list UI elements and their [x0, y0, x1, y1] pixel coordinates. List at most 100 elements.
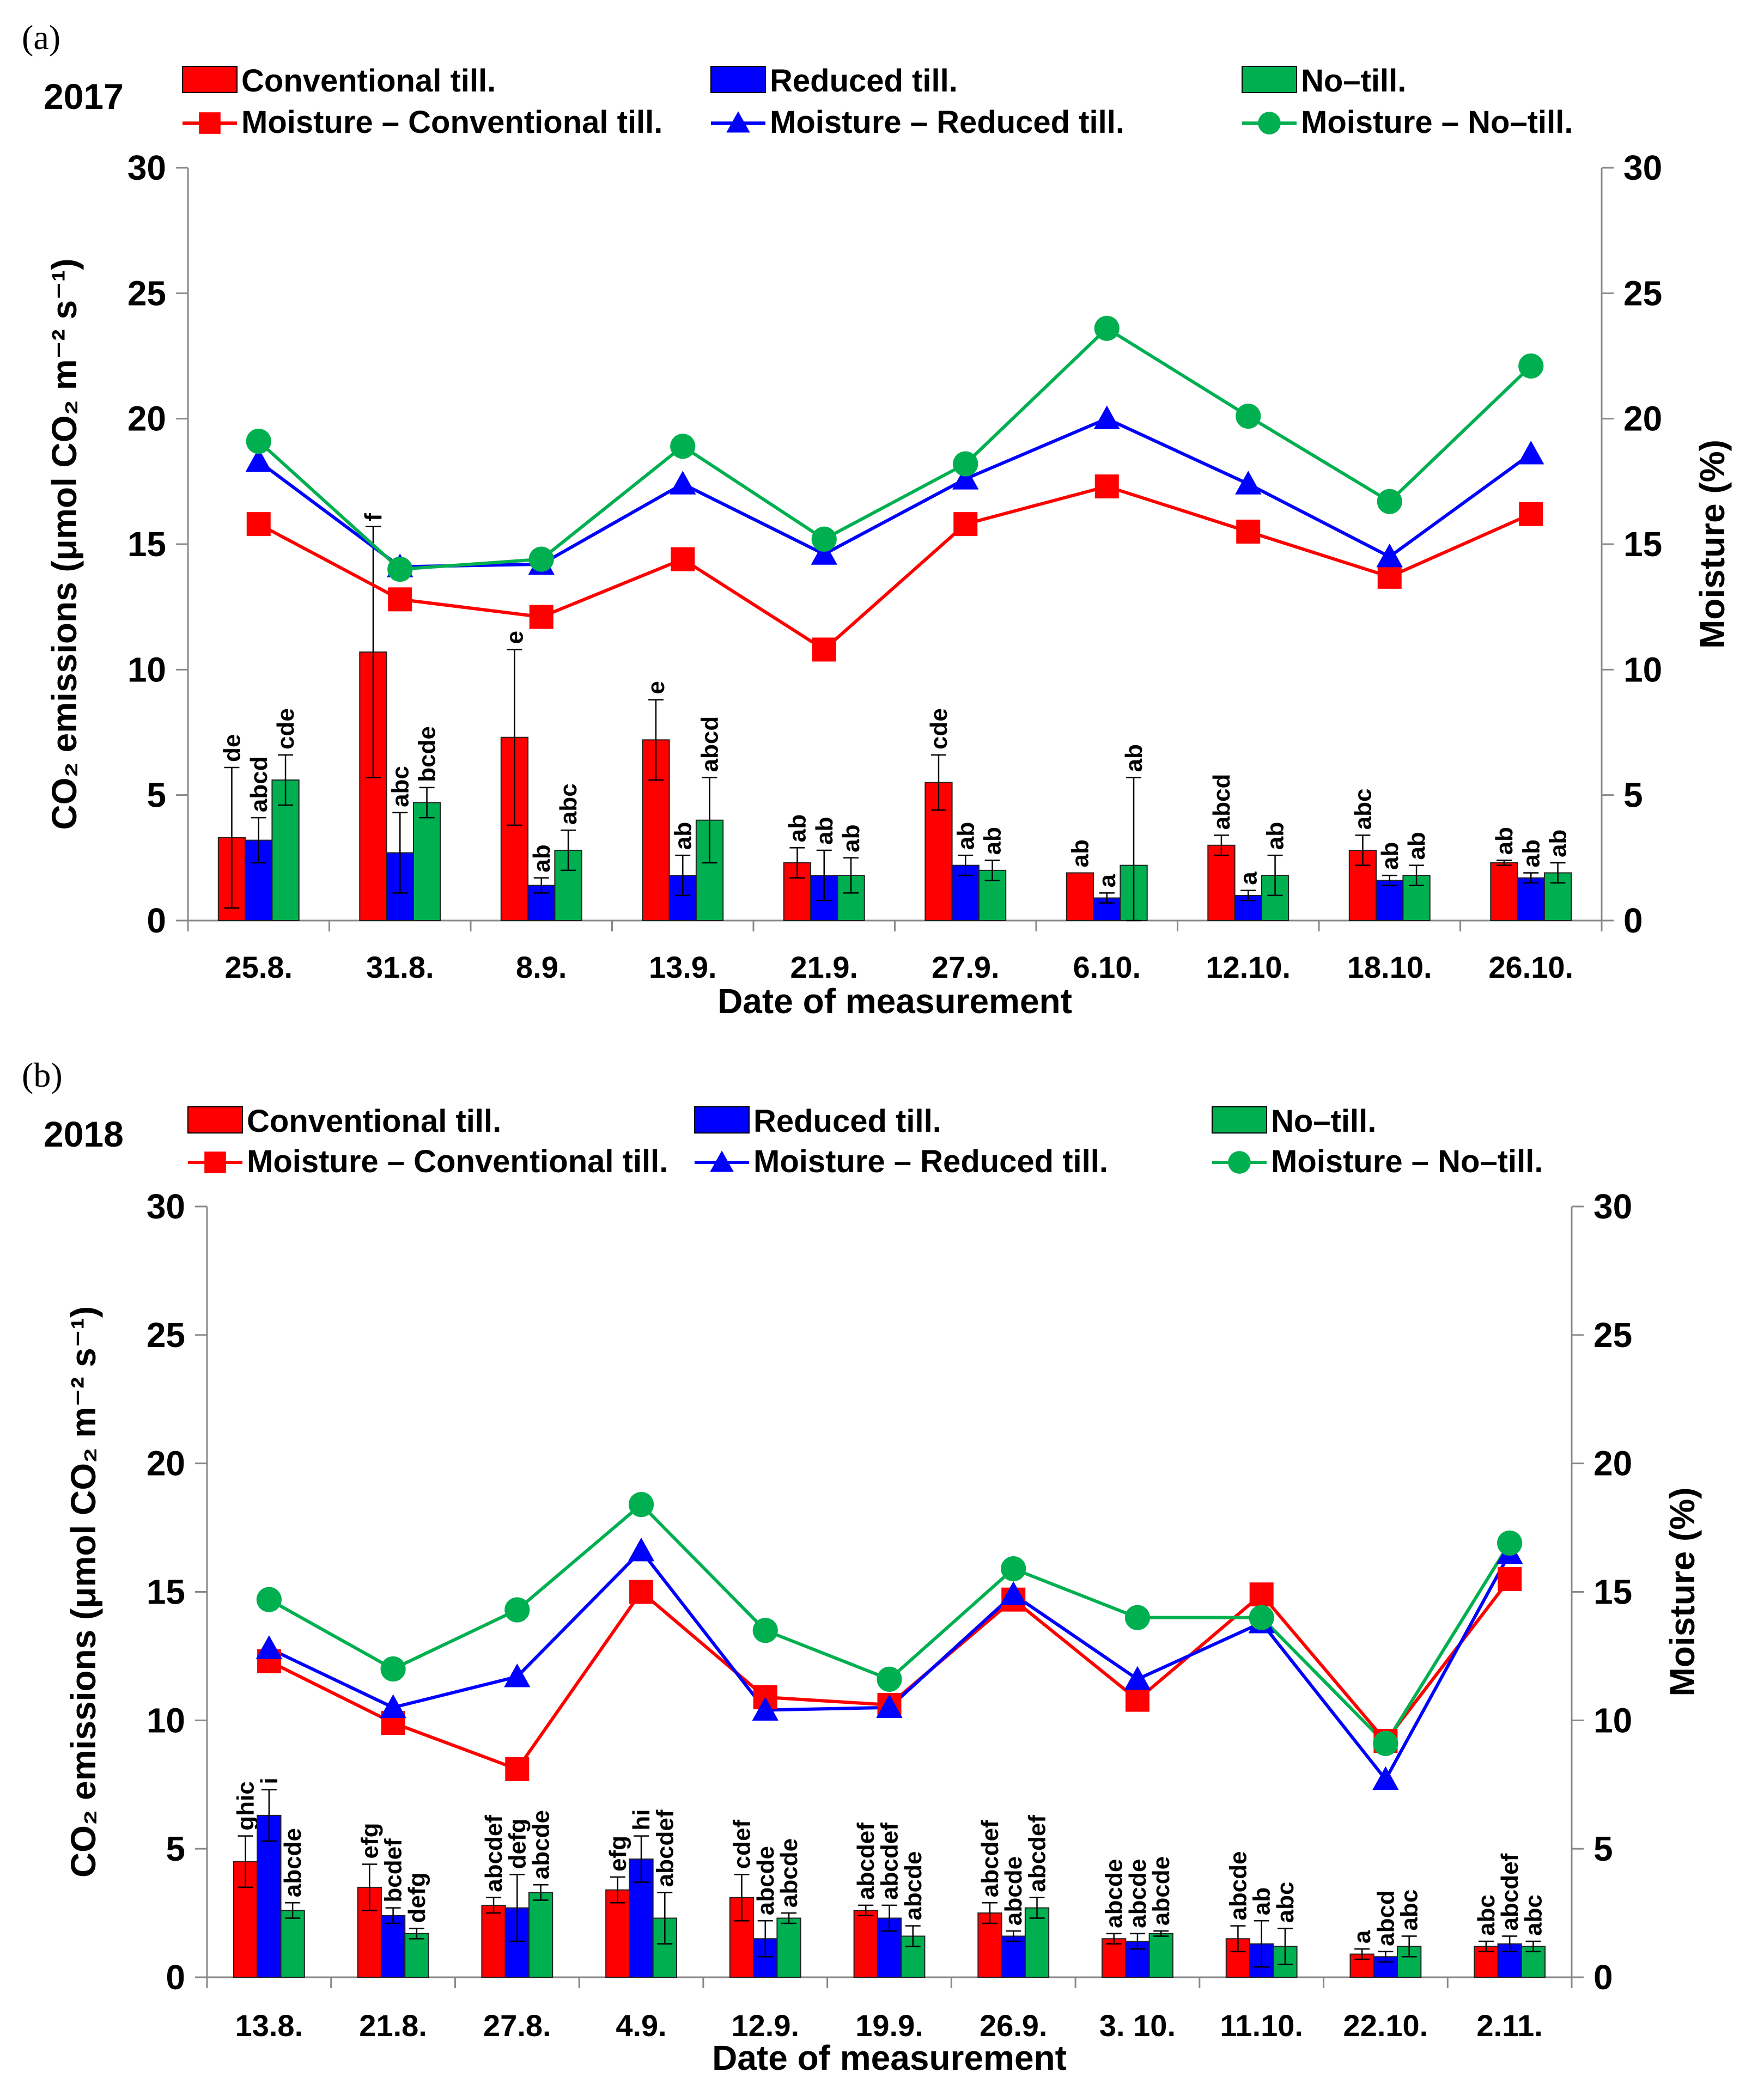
marker-square [629, 1580, 654, 1604]
x-tick-label: 25.8. [224, 950, 293, 984]
significance-letter: abcd [1372, 1890, 1399, 1946]
marker-circle [752, 1618, 778, 1643]
marker-triangle [726, 111, 750, 133]
significance-letter: i [256, 1777, 283, 1784]
significance-letter: abcde [279, 1828, 306, 1897]
moisture-line-circle [257, 326, 1532, 571]
marker-circle [877, 1666, 902, 1692]
marker-square [1377, 564, 1402, 589]
bar-reduced-till- [1376, 880, 1404, 921]
significance-letter: cdef [729, 1820, 756, 1869]
significance-letter: defg [504, 1818, 531, 1869]
significance-letter: cde [926, 708, 952, 750]
y-tick-label: 30 [147, 1187, 185, 1226]
significance-letter: ab [811, 817, 838, 845]
bar-reduced-till- [877, 1917, 902, 1978]
bar-no-till- [1024, 1907, 1050, 1978]
marker-circle [670, 434, 696, 459]
significance-letter: ab [952, 822, 979, 850]
y-tick-label: 20 [127, 399, 166, 438]
marker-square [204, 1151, 226, 1173]
significance-letter: e [501, 631, 528, 644]
x-tick-label: 31.8. [366, 950, 434, 984]
marker-triangle [1235, 471, 1262, 495]
legend-swatch-bar [1212, 1106, 1267, 1134]
significance-letter: f [360, 513, 387, 521]
panel-label: (b) [22, 1056, 63, 1094]
x-axis-title: Date of measurement [712, 2038, 1067, 2077]
year-label: 2017 [44, 76, 124, 117]
marker-circle [380, 1656, 406, 1682]
marker-circle [811, 526, 837, 552]
significance-letter: abcde [776, 1838, 802, 1908]
significance-letter: abcde [1101, 1859, 1128, 1928]
marker-circle [1236, 403, 1261, 429]
significance-letter: abcdef [977, 1820, 1003, 1897]
x-tick-label: 13.8. [235, 2008, 303, 2043]
significance-letter: ab [1518, 839, 1544, 867]
x-tick-label: 27.8. [483, 2008, 551, 2043]
y2-tick-label: 20 [1593, 1444, 1632, 1483]
marker-triangle [1518, 440, 1544, 465]
panel-label: (a) [22, 18, 60, 57]
bar-conventional-till- [1207, 844, 1236, 922]
marker-circle [528, 546, 554, 572]
bar-no-till- [528, 1892, 553, 1978]
moisture-lines [245, 315, 1544, 662]
marker-square [953, 512, 978, 537]
significance-letter: abcdef [652, 1809, 678, 1887]
marker-triangle [504, 1663, 531, 1687]
bar-reduced-till- [1517, 877, 1545, 921]
marker-circle [387, 556, 413, 582]
significance-letter: ab [1403, 832, 1430, 860]
bar-reduced-till- [380, 1915, 406, 1978]
significance-letter: abcde [528, 1810, 555, 1879]
bar-conventional-till- [1490, 862, 1518, 921]
significance-letter: de [218, 734, 245, 762]
marker-triangle [628, 1537, 655, 1562]
significance-letter: efg [605, 1836, 631, 1872]
legend-swatch-bar [187, 1106, 243, 1134]
legend: Conventional till. Reduced till. No–till. M… [187, 1104, 1543, 1179]
x-tick-label: 21.8. [359, 2008, 427, 2043]
y-tick-label: 25 [127, 273, 166, 313]
legend-label: No–till. [1271, 1104, 1376, 1139]
marker-circle [1124, 1605, 1151, 1630]
x-tick-label: 3. 10. [1099, 2008, 1176, 2043]
marker-circle [1373, 1731, 1398, 1756]
y-tick-label: 5 [166, 1829, 185, 1868]
marker-circle [256, 1587, 282, 1612]
y2-tick-label: 15 [1623, 525, 1662, 564]
x-tick-label: 12.10. [1206, 950, 1291, 984]
significance-letter: ab [670, 822, 696, 850]
legend-label: Moisture – No–till. [1271, 1144, 1543, 1179]
marker-square [1236, 519, 1261, 544]
bar-reduced-till- [1001, 1935, 1026, 1978]
y-tick-label: 15 [127, 525, 166, 564]
marker-triangle [256, 1635, 283, 1659]
legend-label: Moisture – Conventional till. [241, 105, 662, 140]
y2-tick-label: 5 [1593, 1829, 1613, 1868]
marker-triangle [752, 1697, 778, 1721]
marker-circle [1249, 1605, 1274, 1630]
y2-tick-label: 10 [1623, 650, 1662, 689]
moisture-lines [256, 1492, 1523, 1790]
x-tick-label: 26.10. [1488, 950, 1573, 984]
significance-letter: ghic [233, 1781, 259, 1830]
x-tick-label: 26.9. [980, 2008, 1048, 2043]
significance-letter: ab [1262, 822, 1289, 850]
significance-letter: cde [272, 708, 299, 750]
legend-label: Moisture – No–till. [1301, 105, 1573, 140]
bar-no-till- [1148, 1933, 1173, 1978]
moisture-line-triangle [257, 417, 1532, 569]
marker-triangle [710, 1150, 734, 1172]
x-tick-label: 12.9. [731, 2008, 799, 2043]
y2-tick-label: 10 [1593, 1701, 1632, 1740]
marker-square [1498, 1567, 1522, 1591]
marker-circle [1377, 489, 1402, 514]
x-tick-label: 21.9. [790, 950, 858, 984]
marker-triangle [380, 1694, 406, 1719]
marker-square [1094, 474, 1119, 499]
significance-letter: ab [784, 814, 811, 842]
